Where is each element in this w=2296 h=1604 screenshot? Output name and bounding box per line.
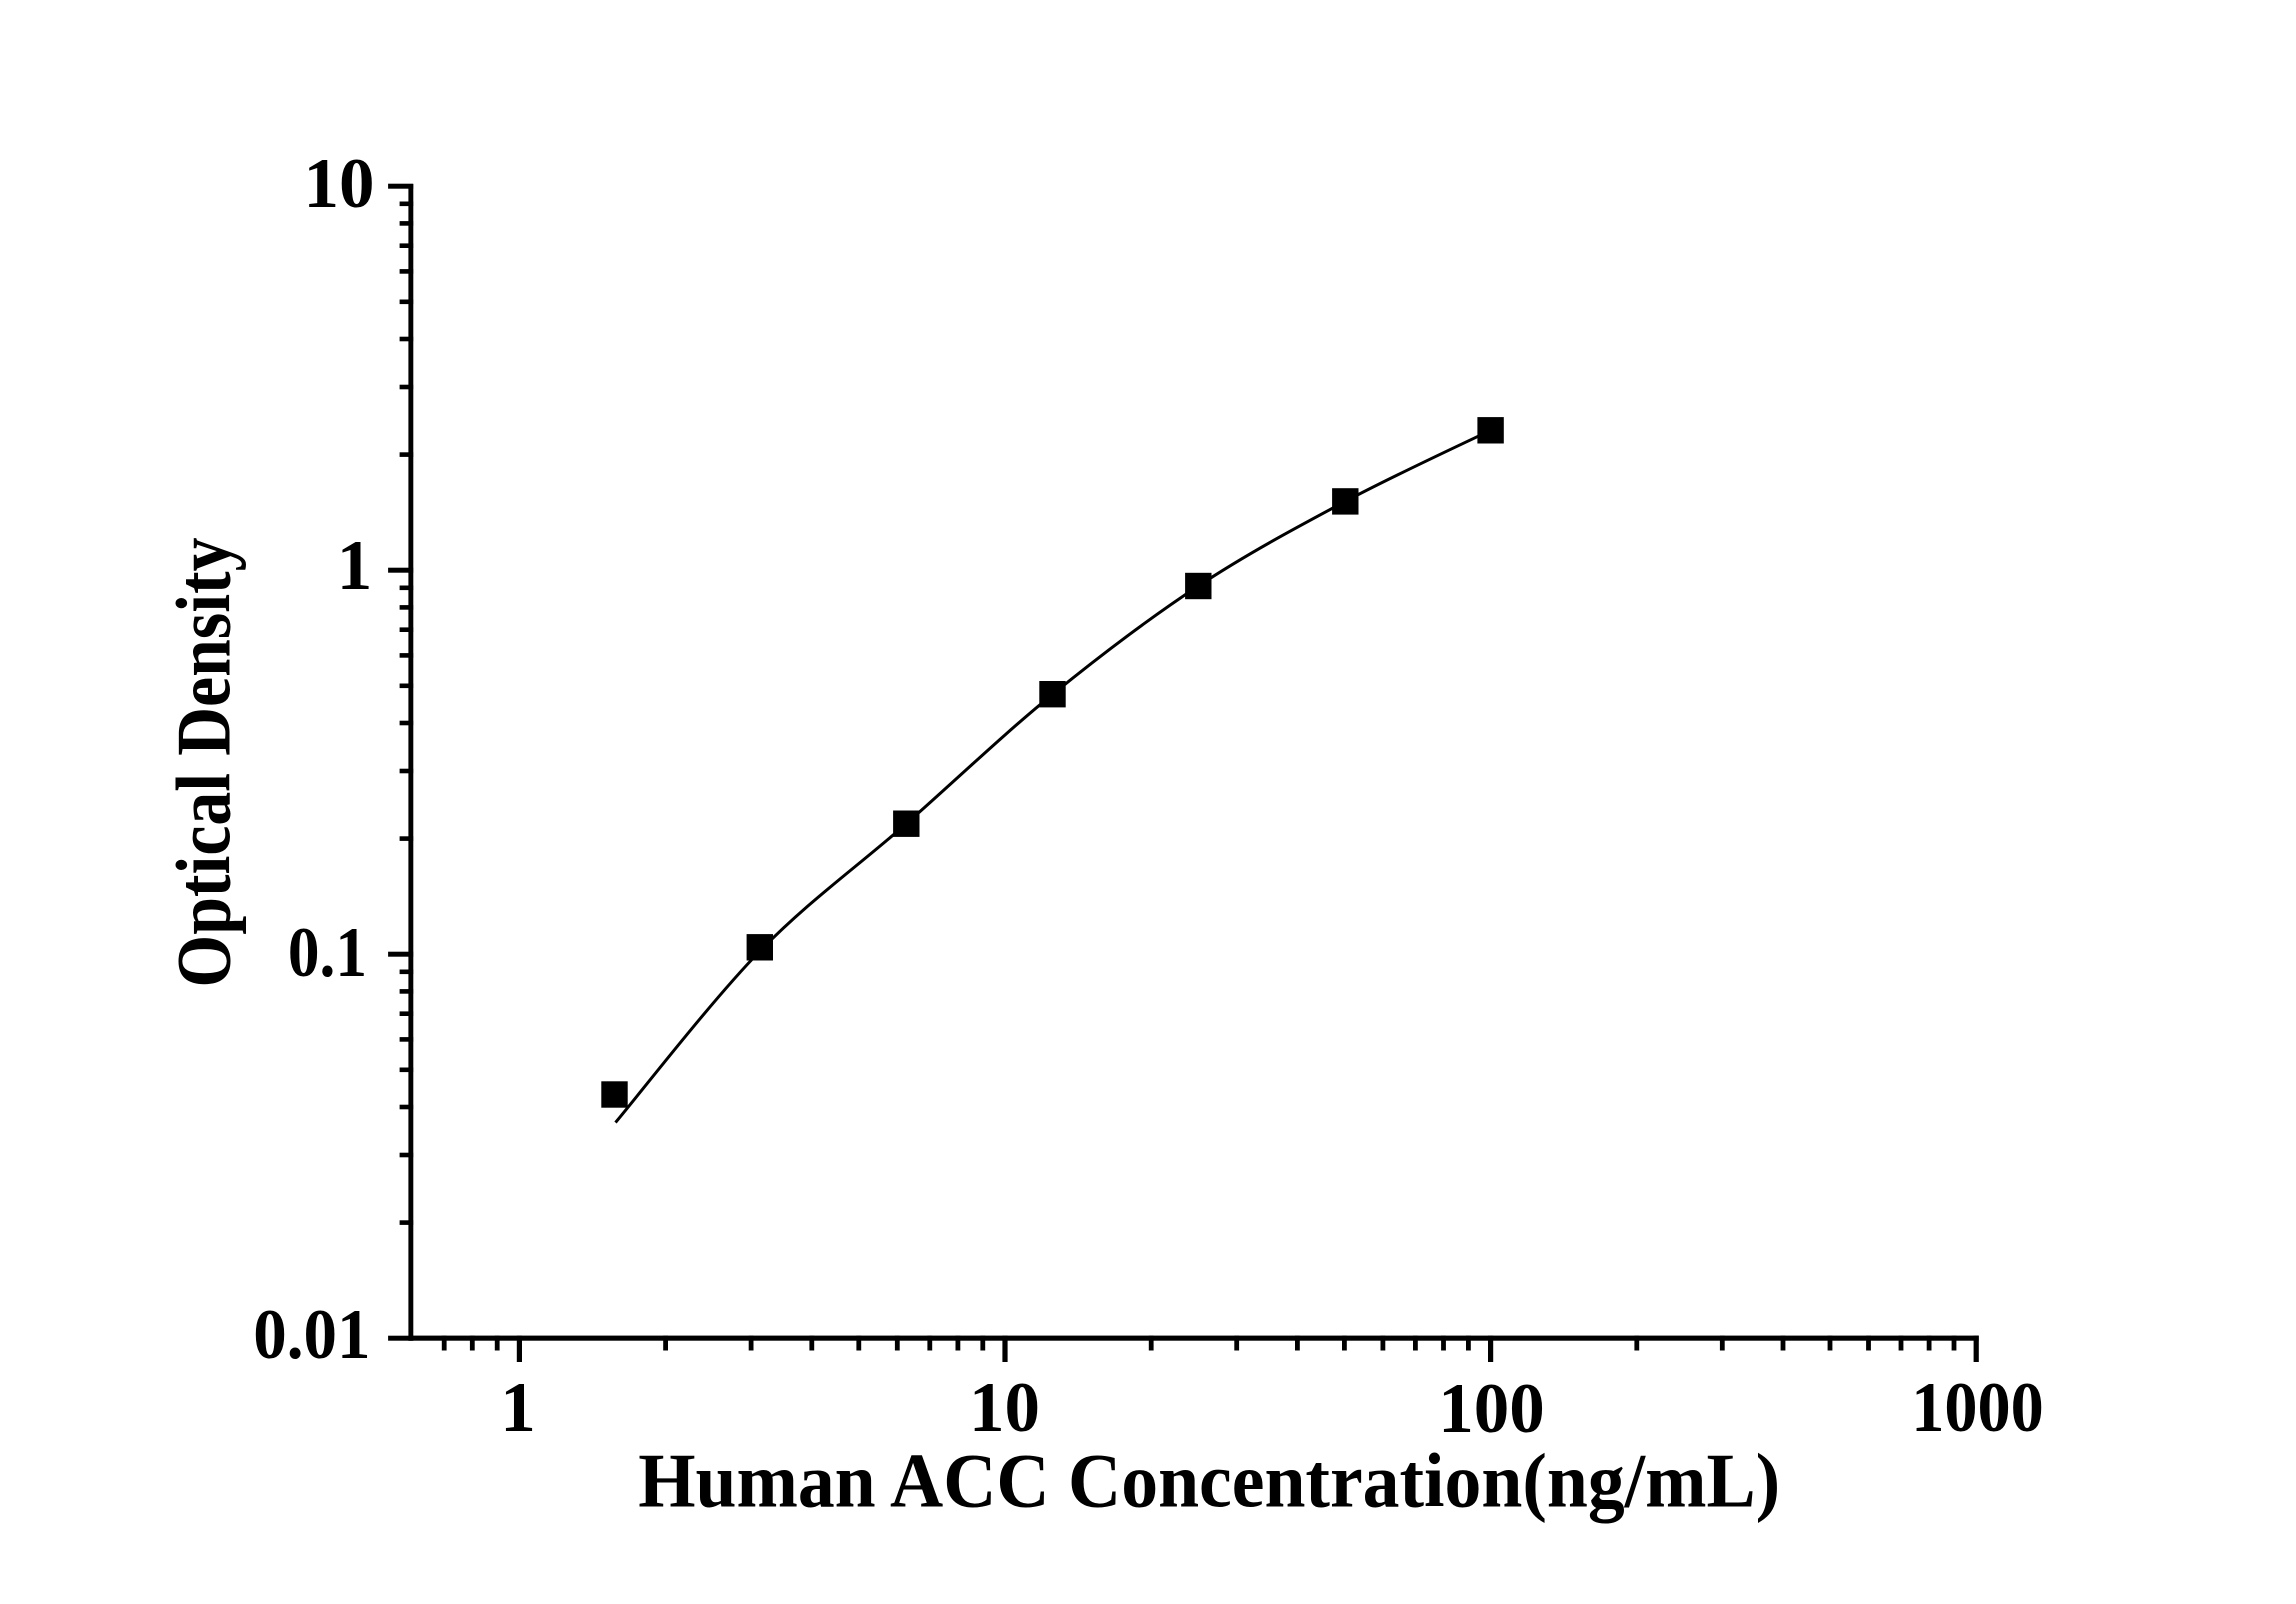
svg-text:1000: 1000 bbox=[1911, 1369, 2044, 1447]
svg-text:Optical Density: Optical Density bbox=[161, 538, 247, 988]
svg-text:1: 1 bbox=[337, 527, 373, 605]
svg-text:0.1: 0.1 bbox=[288, 914, 367, 992]
svg-text:0.01: 0.01 bbox=[253, 1296, 370, 1374]
svg-text:100: 100 bbox=[1438, 1370, 1545, 1448]
svg-text:1: 1 bbox=[500, 1369, 536, 1447]
svg-text:10: 10 bbox=[304, 145, 375, 223]
svg-text:Human ACC Concentration(ng/mL): Human ACC Concentration(ng/mL) bbox=[638, 1438, 1780, 1524]
svg-text:10: 10 bbox=[969, 1369, 1040, 1447]
